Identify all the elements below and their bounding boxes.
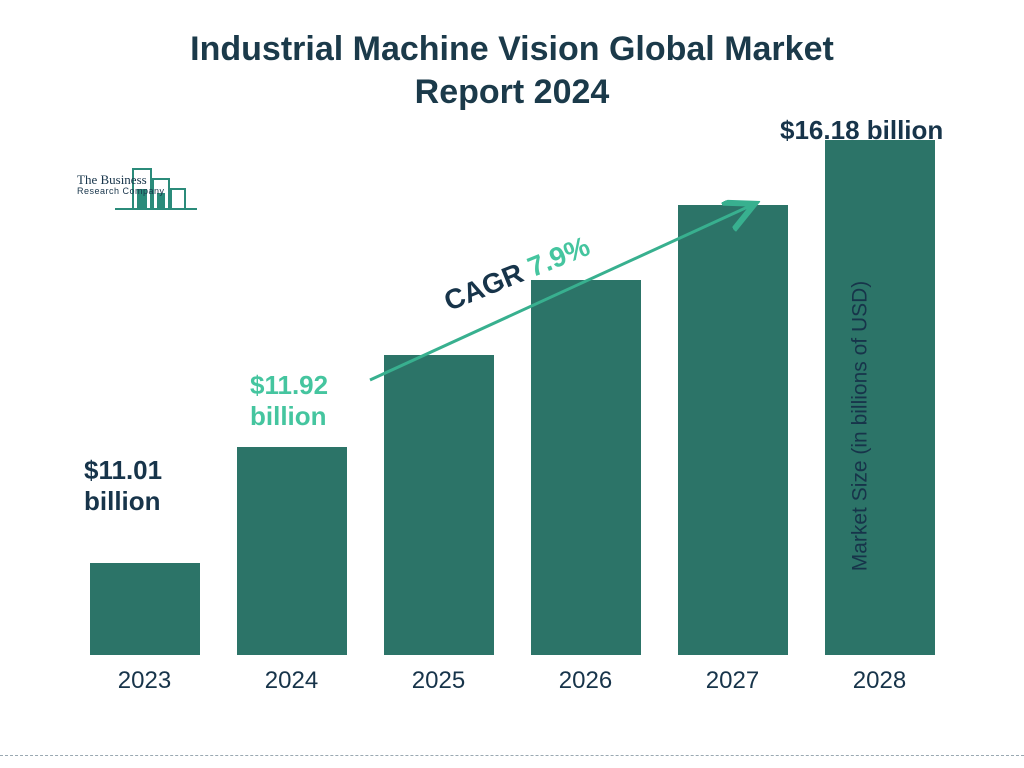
bars-container [82,140,942,655]
x-label-2023: 2023 [82,667,207,695]
chart-canvas: Industrial Machine Vision Global Market … [0,0,1024,768]
x-label-2025: 2025 [376,667,501,695]
bar-chart: 2023 2024 2025 2026 2027 2028 [82,140,942,695]
bar-2025 [384,355,494,655]
bar-slot-2023 [82,563,207,655]
bar-slot-2025 [376,355,501,655]
footer-divider [0,755,1024,756]
x-axis-labels: 2023 2024 2025 2026 2027 2028 [82,667,942,695]
bar-slot-2026 [523,280,648,655]
title-line-1: Industrial Machine Vision Global Market [190,30,834,68]
x-label-2024: 2024 [229,667,354,695]
x-label-2027: 2027 [670,667,795,695]
value-label-2028: $16.18 billion [780,115,943,146]
bar-2024 [237,447,347,655]
y-axis-label: Market Size (in billions of USD) [849,281,873,572]
bar-2027 [678,205,788,655]
chart-title: Industrial Machine Vision Global Market … [0,28,1024,113]
bar-slot-2027 [670,205,795,655]
bar-slot-2024 [229,447,354,655]
bar-2023 [90,563,200,655]
bar-2026 [531,280,641,655]
value-label-2023: $11.01 billion [84,455,162,517]
bar-2028 [825,140,935,655]
x-label-2026: 2026 [523,667,648,695]
value-label-2024: $11.92 billion [250,370,328,432]
bar-slot-2028 [817,140,942,655]
title-line-2: Report 2024 [415,73,610,111]
x-label-2028: 2028 [817,667,942,695]
